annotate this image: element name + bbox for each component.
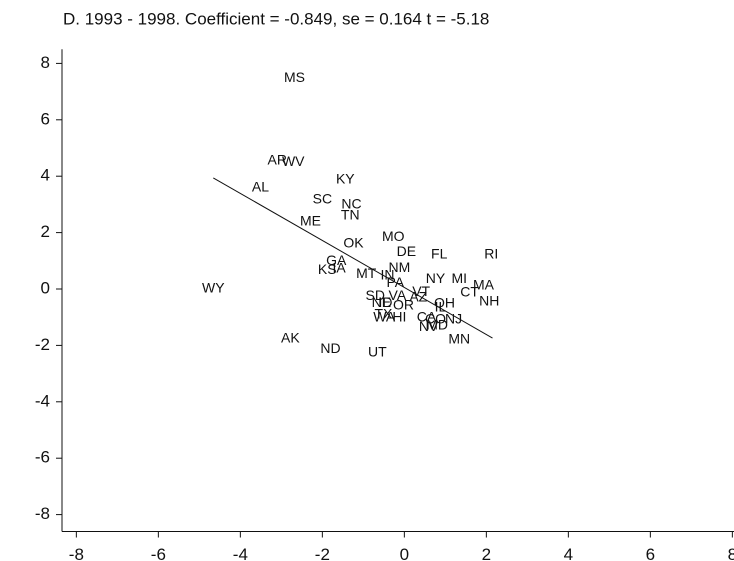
point-label: VT [412, 283, 430, 299]
point-label: WV [282, 153, 305, 169]
point-label: OH [434, 295, 455, 311]
y-tick-label: 0 [41, 278, 50, 297]
y-tick-label: 8 [41, 53, 50, 72]
point-label: KS [318, 261, 337, 277]
point-label: NE [372, 294, 391, 310]
x-tick-label: -2 [315, 545, 330, 561]
point-label: IA [333, 260, 347, 276]
point-label: DE [397, 243, 416, 259]
point-label: ME [300, 213, 321, 229]
point-label: NY [426, 270, 446, 286]
x-tick-label: 8 [728, 545, 734, 561]
x-tick-label: -8 [69, 545, 84, 561]
x-tick-label: 4 [564, 545, 573, 561]
point-label: UT [368, 344, 387, 360]
y-tick-label: 2 [41, 222, 50, 241]
point-label: MD [426, 317, 448, 333]
point-label: MI [452, 270, 468, 286]
point-label: MO [382, 228, 405, 244]
y-tick-label: -4 [35, 391, 50, 410]
point-label: TX [374, 306, 393, 322]
point-label: CT [460, 284, 479, 300]
point-label: WY [202, 280, 225, 296]
point-label: SC [313, 191, 332, 207]
y-tick-label: 6 [41, 109, 50, 128]
point-label: GA [326, 252, 347, 268]
point-label: OK [343, 235, 364, 251]
point-label: MT [356, 265, 377, 281]
point-label: OR [393, 297, 414, 313]
point-label: AK [281, 330, 300, 346]
point-label: NV [419, 318, 439, 334]
x-tick-label: 0 [400, 545, 409, 561]
y-tick-label: -8 [35, 504, 50, 523]
x-tick-label: -6 [151, 545, 166, 561]
chart-title: D. 1993 - 1998. Coefficient = -0.849, se… [63, 9, 489, 28]
point-label: ND [320, 340, 340, 356]
point-label: NC [341, 196, 361, 212]
point-label: WA [373, 309, 396, 325]
point-label: CA [417, 309, 437, 325]
point-label: KY [336, 171, 355, 187]
y-tick-label: -6 [35, 448, 50, 467]
point-label: TN [341, 207, 360, 223]
point-label: VA [389, 287, 407, 303]
point-label: SD [366, 287, 385, 303]
point-label: PA [387, 274, 405, 290]
y-tick-label: -2 [35, 335, 50, 354]
point-label: NM [389, 259, 411, 275]
point-label: NH [479, 293, 499, 309]
point-label: HI [392, 309, 406, 325]
point-label: MN [448, 331, 470, 347]
point-label: AR [268, 152, 287, 168]
point-label: IL [435, 299, 447, 315]
point-label: IN [381, 267, 395, 283]
point-label: NJ [445, 311, 462, 327]
fit-line [213, 177, 493, 339]
point-label: FL [431, 246, 448, 262]
x-tick-label: 2 [482, 545, 491, 561]
point-label: MA [473, 277, 495, 293]
y-tick-label: 4 [41, 166, 50, 185]
point-label: AZ [409, 289, 427, 305]
point-label: MS [284, 69, 305, 85]
point-label: CO [425, 311, 446, 327]
point-label: RI [484, 246, 498, 262]
point-label: ID [378, 294, 392, 310]
point-label: AL [252, 179, 269, 195]
x-tick-label: -4 [233, 545, 248, 561]
x-tick-label: 6 [646, 545, 655, 561]
